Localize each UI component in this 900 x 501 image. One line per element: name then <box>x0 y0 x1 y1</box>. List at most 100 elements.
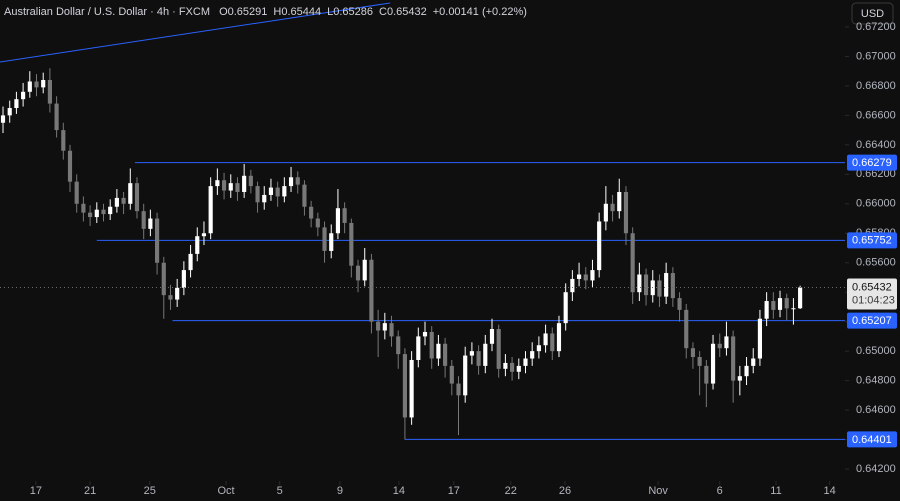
candle-body <box>309 206 314 219</box>
y-tick-label: 0.64800 <box>856 375 896 387</box>
candle-body <box>134 183 140 212</box>
y-tick-label: 0.66000 <box>856 198 896 210</box>
candle-body <box>623 192 629 234</box>
candle-body <box>242 175 247 193</box>
candle-body <box>744 365 749 377</box>
y-tick-label: 0.64200 <box>856 463 896 475</box>
candle-body <box>288 177 294 187</box>
ohlc-value: 0.65286 <box>333 6 373 18</box>
candle-body <box>362 259 367 281</box>
x-tick-label: 9 <box>337 485 343 497</box>
candle-body <box>409 359 414 418</box>
candle-body <box>74 181 79 204</box>
symbol-title: Australian Dollar / U.S. Dollar · 4h · F… <box>4 6 210 18</box>
currency-button[interactable]: USD <box>851 2 894 25</box>
last-price-label: 0.65432 <box>852 281 892 293</box>
candle-body <box>771 301 776 310</box>
x-tick-label: 11 <box>770 485 781 497</box>
x-tick-label: Nov <box>648 485 668 497</box>
candle-body <box>777 298 783 310</box>
candle-body <box>543 333 548 346</box>
button-frame[interactable] <box>851 2 894 25</box>
candle-body <box>168 295 173 300</box>
candle-body <box>7 108 12 116</box>
candle-body <box>637 274 642 293</box>
button-label[interactable]: USD <box>861 8 884 20</box>
x-tick-label: Oct <box>218 485 235 497</box>
candle-body <box>510 362 515 372</box>
candle-body <box>322 227 327 251</box>
level-tag-label: 0.64401 <box>852 434 892 446</box>
x-tick-label: 25 <box>144 485 156 497</box>
candle-body <box>128 183 133 204</box>
candle-body <box>121 197 126 204</box>
candle-body <box>436 343 441 359</box>
ohlc-label: H <box>273 6 281 18</box>
candle-body <box>784 298 789 309</box>
candle-body <box>590 270 595 281</box>
candle-body <box>295 177 300 185</box>
candle-body <box>791 308 796 310</box>
candle-body <box>34 81 39 88</box>
candle-body <box>255 186 260 203</box>
candle-body <box>664 273 669 297</box>
candle-body <box>416 336 421 360</box>
candle-body <box>764 301 769 319</box>
candle-body <box>570 278 575 293</box>
candle-body <box>27 81 32 92</box>
candle-body <box>181 270 186 288</box>
candle-body <box>268 187 274 195</box>
x-tick-label: 22 <box>505 485 517 497</box>
level-tag-label: 0.66279 <box>852 157 892 169</box>
y-tick-label: 0.66600 <box>856 109 896 121</box>
candle-body <box>476 351 481 366</box>
candle-body <box>496 329 501 369</box>
candle-body <box>597 221 602 271</box>
candle-body <box>503 362 508 369</box>
x-tick-label: 21 <box>84 485 96 497</box>
level-tag <box>847 154 897 171</box>
candle-body <box>108 206 113 215</box>
candle-body <box>757 318 763 359</box>
countdown-label: 01:04:23 <box>852 294 895 306</box>
candle-body <box>188 253 193 271</box>
candle-body <box>221 180 227 191</box>
change-label: +0.00141 (+0.22%) <box>433 6 527 18</box>
y-tick-label: 0.67200 <box>856 21 896 33</box>
candle-body <box>175 287 180 300</box>
x-tick-label: 6 <box>717 485 723 497</box>
candle-body <box>516 365 521 372</box>
candle-body <box>643 274 649 296</box>
candle-body <box>329 233 334 251</box>
ohlc-value: 0.65444 <box>281 6 321 18</box>
candle-body <box>396 336 401 355</box>
level-tag <box>847 232 897 249</box>
candle-body <box>161 262 166 296</box>
candle-body <box>603 203 608 222</box>
candle-body <box>449 365 454 384</box>
candle-body <box>523 358 528 366</box>
chart-header: Australian Dollar / U.S. Dollar · 4h · F… <box>4 6 527 18</box>
trendline <box>0 2 391 63</box>
candle-body <box>88 212 93 218</box>
candle-body <box>155 218 160 263</box>
level-tag-label: 0.65207 <box>852 315 892 327</box>
candle-body <box>483 343 488 366</box>
level-tag-label: 0.65752 <box>852 235 892 247</box>
candle-body <box>610 203 615 212</box>
y-tick-label: 0.66800 <box>856 80 896 92</box>
candle-body <box>429 331 434 359</box>
candle-body <box>443 343 448 366</box>
candle-body <box>704 365 709 384</box>
level-tag <box>847 312 897 329</box>
candle-body <box>670 273 675 299</box>
candle-body <box>228 183 233 191</box>
candle-body <box>235 183 240 193</box>
candle-body <box>376 321 381 331</box>
candle-body <box>141 211 146 229</box>
candle-body <box>550 333 555 352</box>
candle-body <box>208 186 213 234</box>
candle-body <box>342 208 347 223</box>
candle-body <box>54 103 59 131</box>
candle-body <box>583 274 588 281</box>
